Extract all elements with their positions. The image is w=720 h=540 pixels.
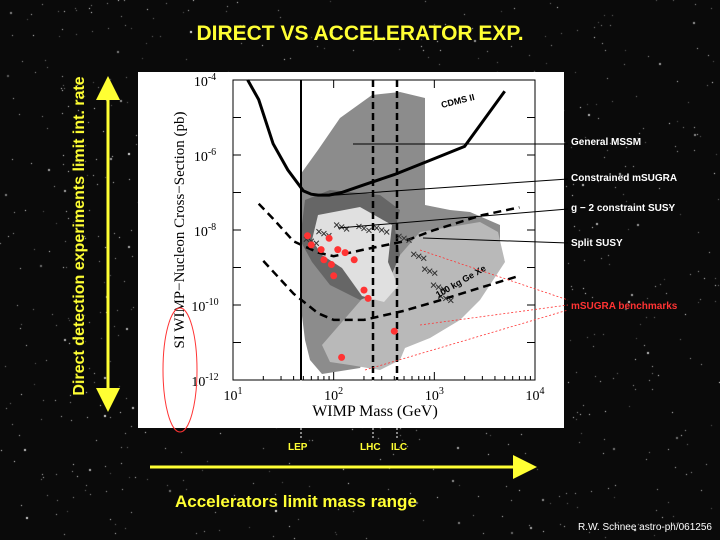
accelerator-label-ilc: ILC bbox=[391, 442, 408, 453]
region-label-split-susy: Split SUSY bbox=[571, 238, 623, 249]
benchmark-point bbox=[338, 353, 346, 361]
x-tick-label: 101 bbox=[224, 386, 243, 404]
region-label-msugra-benchmarks: mSUGRA benchmarks bbox=[571, 301, 678, 312]
y-label-highlight-ellipse bbox=[162, 307, 198, 433]
x-axis-annotation: Accelerators limit mass range bbox=[175, 492, 417, 511]
y-tick-label: 10-4 bbox=[194, 72, 216, 90]
callout-g2-susy bbox=[337, 208, 569, 229]
x-axis-title: WIMP Mass (GeV) bbox=[312, 403, 438, 420]
accelerator-lines bbox=[300, 80, 399, 440]
ge-xe-cross-mark bbox=[421, 266, 438, 276]
series-line-projection-2 bbox=[262, 260, 520, 322]
y-tick-label: 10-12 bbox=[191, 372, 218, 390]
ge-xe-cross-mark bbox=[333, 222, 350, 232]
region-callout-lines bbox=[321, 143, 569, 371]
series-layer bbox=[246, 79, 520, 322]
callout-split-susy bbox=[422, 237, 569, 244]
region-label-constrained-msugra: Constrained mSUGRA bbox=[571, 173, 678, 184]
y-tick-label: 10-10 bbox=[191, 297, 218, 315]
callout-constrained-msugra bbox=[321, 178, 569, 197]
axis-layer: 101 102 103 104 10-12 10-10 10-8 10-6 10-4 bbox=[191, 72, 544, 404]
region-label-g2-susy: g − 2 constraint SUSY bbox=[571, 203, 676, 214]
accelerator-label-lep: LEP bbox=[288, 442, 308, 453]
y-tick-label: 10-6 bbox=[194, 147, 216, 165]
series-line-cdms-ii bbox=[246, 79, 506, 197]
ge-xe-cross-mark bbox=[437, 293, 454, 304]
benchmark-point bbox=[327, 261, 335, 268]
benchmark-point bbox=[350, 256, 358, 264]
region-g2-susy bbox=[312, 207, 398, 302]
region-outer-light bbox=[322, 222, 505, 370]
benchmark-point bbox=[341, 249, 349, 257]
region-layer bbox=[300, 92, 505, 374]
region-general-mssm bbox=[300, 92, 500, 374]
source-credit: R.W. Schnee astro-ph/061256 bbox=[578, 522, 712, 533]
benchmark-point bbox=[317, 246, 325, 254]
callout-benchmark-2 bbox=[419, 304, 569, 326]
y-tick-label: 10-8 bbox=[194, 222, 216, 240]
x-tick-label: 104 bbox=[526, 386, 545, 404]
callout-benchmark-3 bbox=[364, 309, 569, 371]
benchmark-point bbox=[320, 256, 328, 264]
slide-title: DIRECT VS ACCELERATOR EXP. bbox=[196, 22, 524, 45]
y-axis-title: SI WIMP−Nucleon Cross−Section (pb) bbox=[172, 111, 188, 348]
benchmark-point bbox=[360, 286, 368, 294]
region-label-general-mssm: General MSSM bbox=[571, 137, 642, 148]
benchmark-point bbox=[330, 272, 338, 280]
ge-xe-cross-mark bbox=[373, 225, 390, 235]
ge-xe-cross-mark bbox=[396, 233, 412, 244]
benchmark-point bbox=[304, 232, 311, 240]
benchmark-point bbox=[364, 294, 372, 302]
benchmark-point bbox=[325, 234, 333, 242]
benchmark-point bbox=[307, 241, 315, 249]
points-layer bbox=[304, 232, 398, 361]
x-tick-label: 103 bbox=[425, 386, 444, 404]
series-line-projection-1 bbox=[257, 202, 520, 258]
accelerator-label-lhc: LHC bbox=[360, 442, 381, 453]
ge-xe-cross-mark bbox=[410, 251, 427, 262]
x-tick-label: 102 bbox=[324, 386, 343, 404]
ge-xe-cross-mark bbox=[430, 282, 447, 292]
benchmark-point bbox=[334, 246, 342, 254]
benchmark-point bbox=[390, 327, 398, 335]
